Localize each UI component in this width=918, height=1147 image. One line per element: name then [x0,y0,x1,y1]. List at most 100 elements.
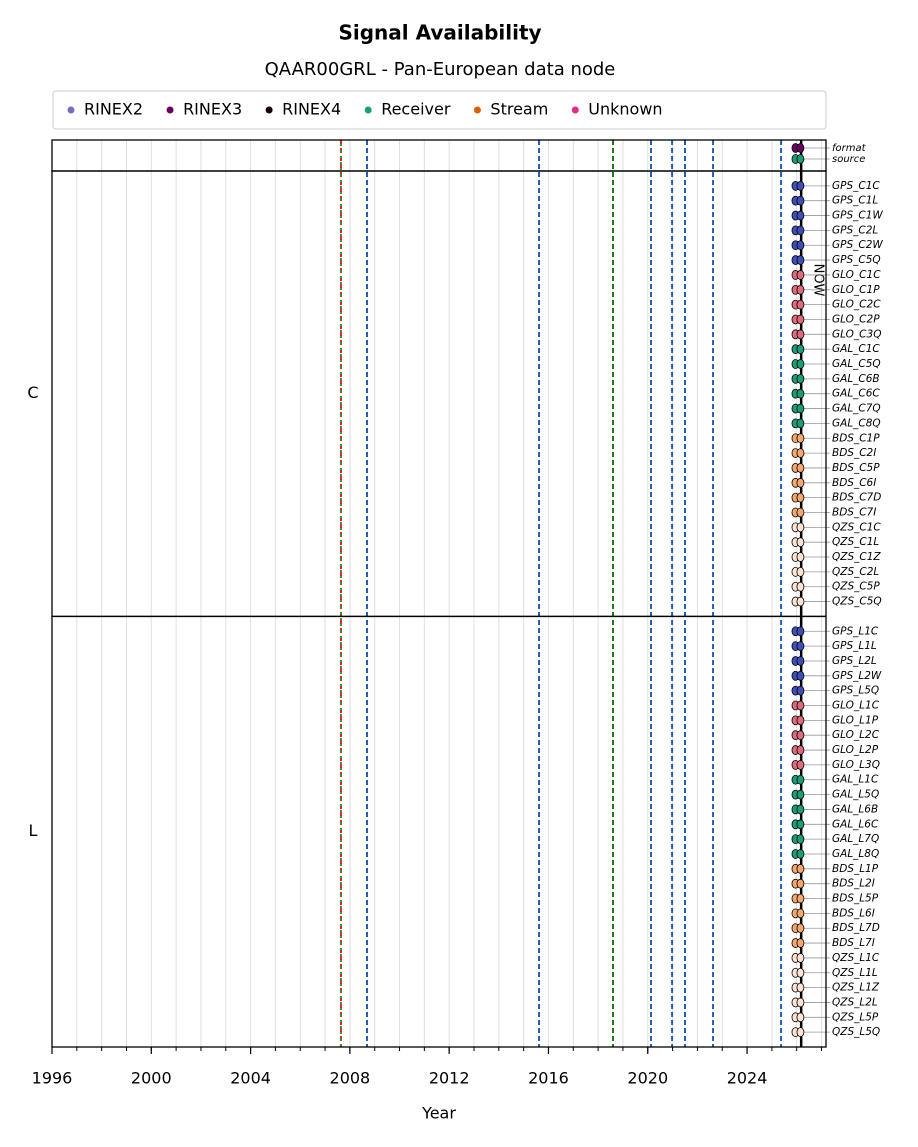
availability-end [796,507,805,518]
row-label: GAL_L1C [832,774,879,786]
availability-end [796,388,805,399]
row-label: GLO_L1P [832,714,879,726]
legend-marker [265,106,273,114]
legend-marker [364,106,372,114]
availability-end [796,1012,805,1023]
row-label: GPS_C1W [832,210,883,222]
availability-end [796,863,805,874]
row-label: GAL_C1C [832,343,880,355]
legend-label: Stream [490,100,548,119]
legend-label: Unknown [588,100,662,119]
row-label: GPS_C2W [832,239,883,251]
availability-end [796,433,805,444]
availability-end [796,581,805,592]
availability-end [796,641,805,652]
availability-end [796,492,805,503]
row-label: BDS_C6I [832,477,876,489]
row-label: GLO_C1P [832,284,880,296]
x-tick-label: 2016 [528,1069,569,1088]
row-label: GPS_C1C [832,180,880,192]
row-label: BDS_C7D [832,492,881,504]
row-label: GLO_C2P [832,313,880,325]
row-label: QZS_C1C [832,521,881,533]
availability-end [796,329,805,340]
availability-end [796,849,805,859]
x-tick-label: 2012 [429,1069,470,1088]
availability-end [796,982,805,993]
row-label: QZS_L1L [832,967,878,979]
availability-end [796,774,805,785]
availability-end [796,1027,805,1038]
row-label: BDS_C7I [832,506,876,518]
availability-end [796,418,805,429]
row-label: BDS_L5P [832,893,879,905]
availability-end [796,344,805,355]
availability-end [796,656,805,666]
now-label: NOW [811,264,826,297]
x-tick-label: 2008 [330,1069,371,1088]
panel-frame [51,615,827,1048]
row-label: QZS_C1Z [832,551,881,563]
row-label: GAL_L5Q [832,789,879,801]
availability-end [796,448,805,459]
availability-end [796,143,805,153]
row-label: QZS_L5Q [832,1026,880,1038]
row-label: QZS_C5Q [832,596,882,608]
legend-label: RINEX4 [282,100,341,119]
group-label: L [29,821,38,840]
row-label: GPS_L2W [832,670,882,682]
availability-end [796,923,805,934]
availability-end [796,745,805,755]
availability-end [796,225,805,236]
availability-end [796,537,805,548]
availability-end [796,789,805,800]
row-label: GAL_C7Q [832,403,881,415]
row-label: GLO_L2P [832,744,879,756]
availability-end [796,154,805,164]
row-label: GPS_L1L [832,640,877,652]
row-label: GLO_C3Q [832,328,881,340]
row-label: GPS_L2L [832,655,877,667]
availability-end [796,373,805,384]
availability-end [796,878,805,889]
meta-label: format [832,143,867,154]
availability-end [796,314,805,325]
row-label: GLO_L1C [832,700,880,712]
row-label: GAL_C5Q [832,358,881,370]
row-label: BDS_L2I [832,878,875,890]
x-tick-label: 2024 [727,1069,768,1088]
availability-end [796,463,805,473]
row-label: BDS_C5P [832,462,880,474]
row-label: GAL_L6B [832,803,878,815]
availability-end [796,938,805,948]
availability-end [796,240,805,251]
availability-end [796,997,805,1008]
row-label: GAL_L8Q [832,848,879,860]
row-label: GPS_C2L [832,224,878,236]
legend-label: RINEX3 [183,100,242,119]
availability-end [796,299,805,310]
x-tick-label: 2020 [627,1069,668,1088]
row-label: BDS_C2I [832,447,876,459]
x-tick-label: 1996 [32,1069,73,1088]
availability-end [796,967,805,978]
row-label: QZS_L2L [832,996,878,1008]
availability-end [796,908,805,919]
availability-end [796,834,805,845]
availability-end [796,270,805,280]
legend-marker [67,106,75,114]
availability-end [796,730,805,741]
row-label: GPS_L1C [832,625,879,637]
panel-frame [51,139,827,172]
availability-end [796,893,805,904]
availability-end [796,715,805,726]
x-tick-label: 2000 [131,1069,172,1088]
meta-label: source [832,154,865,165]
availability-end [796,685,805,696]
row-label: BDS_L1P [832,863,879,875]
availability-end [796,804,805,815]
row-label: GLO_C2C [832,299,881,311]
availability-end [796,700,805,711]
row-label: GAL_L6C [832,818,879,830]
